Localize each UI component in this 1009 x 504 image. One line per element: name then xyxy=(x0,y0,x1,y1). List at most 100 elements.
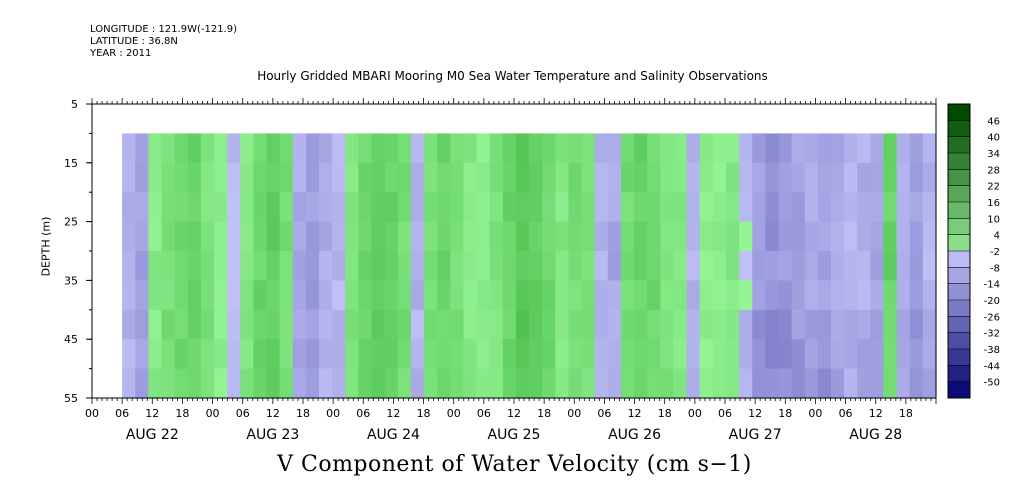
heatmap-cell xyxy=(791,133,806,164)
heatmap-cell xyxy=(384,221,399,252)
heatmap-cell xyxy=(424,133,438,164)
heatmap-cell xyxy=(634,280,648,311)
x-tick-label: 06 xyxy=(718,407,732,420)
heatmap-cell xyxy=(529,221,543,252)
heatmap-cell xyxy=(620,309,635,340)
heatmap-cell xyxy=(712,192,727,223)
heatmap-cell xyxy=(161,162,176,193)
heatmap-cell xyxy=(161,339,176,370)
colorbar-segment xyxy=(948,300,970,317)
heatmap-cell xyxy=(765,133,780,164)
heatmap-cell xyxy=(332,339,346,370)
heatmap-cell xyxy=(214,251,228,281)
heatmap-cell xyxy=(358,280,373,311)
heatmap-cell xyxy=(804,133,819,164)
heatmap-cell xyxy=(620,251,635,281)
heatmap-cell xyxy=(384,339,399,370)
heatmap-cell xyxy=(463,339,478,370)
heatmap-cell xyxy=(896,280,911,311)
heatmap-cell xyxy=(502,221,517,252)
heatmap-cell xyxy=(214,368,228,399)
heatmap-cell xyxy=(345,162,360,193)
heatmap-cell xyxy=(791,368,806,399)
heatmap-cell xyxy=(174,162,189,193)
heatmap-cell xyxy=(765,368,780,399)
heatmap-cell xyxy=(634,251,648,281)
heatmap-cell xyxy=(857,192,871,223)
heatmap-cell xyxy=(725,280,740,311)
heatmap-cell xyxy=(476,368,491,399)
heatmap-cell xyxy=(463,309,478,340)
heatmap-cell xyxy=(450,368,465,399)
heatmap-cell xyxy=(804,368,819,399)
heatmap-cell xyxy=(634,309,648,340)
heatmap-cell xyxy=(699,221,714,252)
heatmap-cell xyxy=(358,192,373,223)
heatmap-cell xyxy=(568,133,583,164)
heatmap-cell xyxy=(620,368,635,399)
heatmap-cell xyxy=(319,339,333,370)
heatmap-cell xyxy=(187,368,202,399)
heatmap-cell xyxy=(148,251,163,281)
heatmap-cell xyxy=(870,280,885,311)
heatmap-cell xyxy=(620,192,635,223)
heatmap-cell xyxy=(148,133,163,164)
heatmap-cell xyxy=(673,133,688,164)
heatmap-cell xyxy=(227,251,241,281)
colorbar-segment xyxy=(948,120,970,138)
heatmap-cell xyxy=(122,162,136,193)
colorbar-segment xyxy=(948,267,970,285)
heatmap-cell xyxy=(686,339,701,370)
heatmap-cell xyxy=(817,368,832,399)
heatmap-cell xyxy=(804,162,819,193)
heatmap-cell xyxy=(161,309,176,340)
heatmap-cell xyxy=(870,133,885,164)
heatmap-cell xyxy=(765,221,780,252)
heatmap-cell xyxy=(830,251,845,281)
heatmap-cell xyxy=(909,192,924,223)
x-tick-label: 06 xyxy=(597,407,611,420)
heatmap-cell xyxy=(922,221,937,252)
colorbar-segment xyxy=(948,169,970,187)
x-tick-label: 18 xyxy=(175,407,189,420)
heatmap-cell xyxy=(437,133,451,164)
heatmap-cell xyxy=(266,339,281,370)
colorbar-segment xyxy=(948,332,970,350)
heatmap-cell xyxy=(515,309,530,340)
heatmap-cell xyxy=(515,280,530,311)
heatmap-cell xyxy=(594,251,609,281)
heatmap-cell xyxy=(673,368,688,399)
heatmap-cell xyxy=(660,251,675,281)
x-day-label: AUG 22 xyxy=(126,427,179,443)
heatmap-cell xyxy=(476,221,491,252)
heatmap-cell xyxy=(686,280,701,311)
heatmap-cell xyxy=(476,251,491,281)
heatmap-cell xyxy=(214,280,228,311)
heatmap-cell xyxy=(174,133,189,164)
heatmap-cell xyxy=(699,162,714,193)
heatmap-cell xyxy=(135,368,149,399)
heatmap-cell xyxy=(778,368,793,399)
heatmap-cell xyxy=(778,221,793,252)
heatmap-cell xyxy=(332,251,346,281)
heatmap-cell xyxy=(240,309,255,340)
heatmap-cell xyxy=(660,221,675,252)
heatmap-cell xyxy=(739,162,753,193)
heatmap-cell xyxy=(410,368,425,399)
heatmap-cell xyxy=(804,251,819,281)
heatmap-cell xyxy=(660,339,675,370)
heatmap-cell xyxy=(660,192,675,223)
heatmap-cell xyxy=(791,221,806,252)
heatmap-cell xyxy=(240,339,255,370)
heatmap-cell xyxy=(686,251,701,281)
heatmap-cell xyxy=(555,309,570,340)
heatmap-cell xyxy=(161,192,176,223)
heatmap-cell xyxy=(187,280,202,311)
heatmap-cell xyxy=(358,133,373,164)
heatmap-cell xyxy=(830,221,845,252)
heatmap-cell xyxy=(319,221,333,252)
heatmap-cell xyxy=(712,368,727,399)
heatmap-cell xyxy=(699,339,714,370)
chart-title: Hourly Gridded MBARI Mooring M0 Sea Wate… xyxy=(257,69,768,83)
heatmap-cell xyxy=(581,280,596,311)
